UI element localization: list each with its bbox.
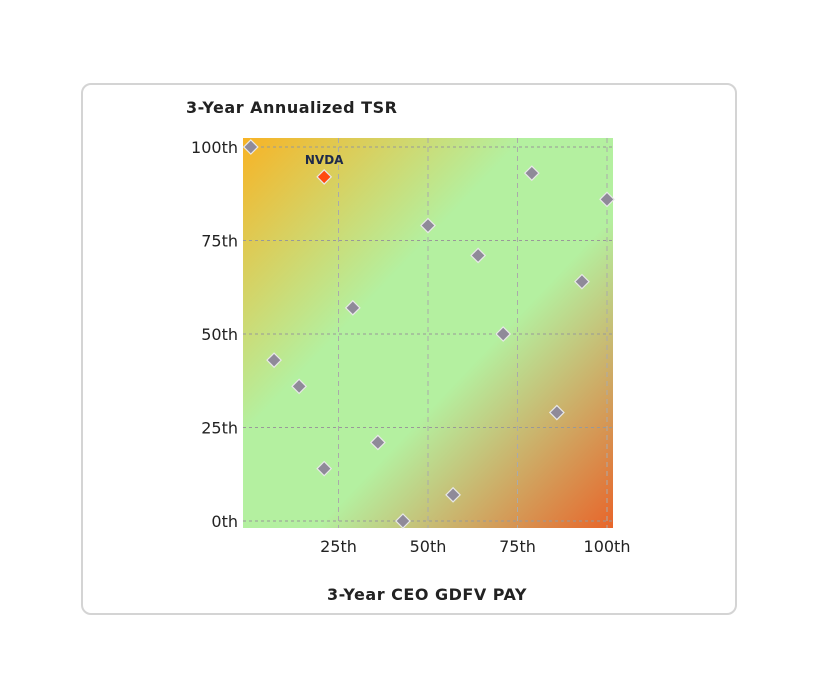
y-tick-label: 50th <box>201 325 238 344</box>
peer-point[interactable] <box>574 273 590 290</box>
peer-point[interactable] <box>395 513 411 529</box>
highlight-label: NVDA <box>305 153 344 167</box>
peer-point[interactable] <box>369 434 386 451</box>
peer-point[interactable] <box>445 486 461 503</box>
peer-point[interactable] <box>548 404 565 421</box>
y-axis-title: 3-Year Annualized TSR <box>186 98 397 117</box>
x-tick-label: 50th <box>410 537 447 556</box>
peer-point[interactable] <box>420 217 436 234</box>
x-tick-label: 25th <box>320 537 357 556</box>
peer-point[interactable] <box>266 352 282 369</box>
peer-point[interactable] <box>291 378 308 395</box>
x-tick-label: 100th <box>584 537 631 556</box>
y-tick-label: 0th <box>211 512 238 531</box>
y-tick-label: 25th <box>201 419 238 438</box>
peer-point[interactable] <box>316 460 333 477</box>
peer-point[interactable] <box>242 139 259 155</box>
highlight-point-nvda[interactable] <box>316 169 333 185</box>
peer-point[interactable] <box>523 165 540 182</box>
peer-point[interactable] <box>470 247 487 264</box>
peer-point[interactable] <box>599 191 615 208</box>
peer-point[interactable] <box>495 326 512 342</box>
peer-point[interactable] <box>344 299 361 316</box>
y-tick-label: 100th <box>191 138 238 157</box>
y-tick-label: 75th <box>201 232 238 251</box>
x-tick-label: 75th <box>499 537 536 556</box>
x-axis-title: 3-Year CEO GDFV PAY <box>327 585 527 604</box>
